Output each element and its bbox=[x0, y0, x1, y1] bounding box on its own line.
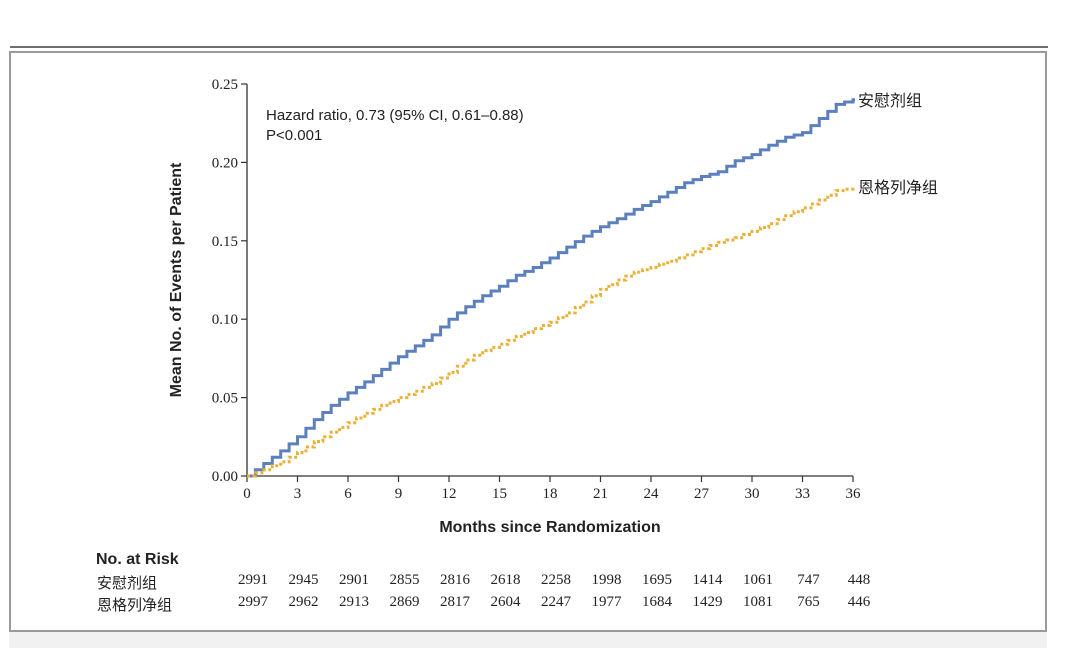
x-tick-label: 30 bbox=[745, 486, 760, 502]
y-tick-label: 0.05 bbox=[212, 391, 238, 407]
risk-value: 2945 bbox=[288, 572, 319, 588]
risk-value: 2816 bbox=[440, 572, 470, 588]
series-line-empagliflozin bbox=[247, 186, 855, 478]
y-tick-label: 0.25 bbox=[212, 77, 238, 93]
risk-value: 1977 bbox=[591, 594, 622, 610]
risk-value: 1081 bbox=[743, 594, 773, 610]
x-tick-label: 18 bbox=[543, 486, 558, 502]
footer-band bbox=[9, 630, 1047, 648]
y-tick-label: 0.10 bbox=[212, 312, 238, 328]
x-axis-label: Months since Randomization bbox=[439, 519, 660, 536]
risk-value: 1695 bbox=[642, 572, 672, 588]
risk-value: 2855 bbox=[389, 572, 420, 588]
risk-value: 2913 bbox=[339, 594, 369, 610]
x-tick-label: 9 bbox=[395, 486, 403, 502]
x-tick-label: 12 bbox=[442, 486, 457, 502]
series-layer bbox=[247, 98, 855, 478]
hazard-ratio-annotation: Hazard ratio, 0.73 (95% CI, 0.61–0.88) bbox=[266, 107, 524, 124]
risk-value: 765 bbox=[797, 594, 820, 610]
y-tick-label: 0.20 bbox=[212, 155, 238, 171]
x-tick-label: 21 bbox=[593, 486, 608, 502]
risk-value: 2817 bbox=[440, 594, 470, 610]
risk-value: 1998 bbox=[591, 572, 622, 588]
y-tick-label: 0.15 bbox=[212, 234, 238, 250]
risk-row-label: 安慰剂组 bbox=[97, 574, 158, 592]
x-tick-label: 6 bbox=[344, 486, 352, 502]
axes: 0.000.050.100.150.200.250 3 6 9 12 15 18 21 24 27… bbox=[212, 77, 861, 502]
risk-value: 448 bbox=[847, 572, 871, 588]
risk-value: 2991 bbox=[238, 572, 268, 588]
figure-frame bbox=[9, 51, 1047, 641]
x-tick-label: 15 bbox=[492, 486, 507, 502]
x-tick-label: 27 bbox=[694, 486, 710, 502]
risk-value: 2869 bbox=[389, 594, 420, 610]
series-label-placebo: 安慰剂组 bbox=[858, 91, 922, 110]
risk-row-label: 恩格列净组 bbox=[97, 596, 173, 614]
x-tick-label: 33 bbox=[795, 486, 810, 502]
x-tick-label: 3 bbox=[294, 486, 302, 502]
risk-value: 1414 bbox=[692, 572, 723, 588]
series-line-placebo bbox=[247, 98, 855, 478]
risk-value: 2962 bbox=[288, 594, 319, 610]
risk-value: 1061 bbox=[743, 572, 773, 588]
risk-value: 2604 bbox=[490, 594, 521, 610]
risk-value: 747 bbox=[797, 572, 820, 588]
risk-value: 2618 bbox=[490, 572, 521, 588]
y-tick-label: 0.00 bbox=[212, 469, 238, 485]
risk-value: 1429 bbox=[692, 594, 723, 610]
risk-table-title: No. at Risk bbox=[96, 551, 179, 568]
x-tick-label: 36 bbox=[846, 486, 862, 502]
risk-value: 1684 bbox=[642, 594, 672, 610]
risk-value: 2997 bbox=[238, 594, 268, 610]
top-rule bbox=[10, 46, 1048, 48]
x-tick-label: 24 bbox=[644, 486, 660, 502]
series-label-empagliflozin: 恩格列净组 bbox=[858, 178, 938, 197]
risk-value: 2258 bbox=[541, 572, 571, 588]
risk-value: 446 bbox=[847, 594, 871, 610]
y-axis-label: Mean No. of Events per Patient bbox=[168, 162, 185, 397]
risk-value: 2901 bbox=[339, 572, 369, 588]
p-value-annotation: P<0.001 bbox=[266, 127, 322, 144]
x-tick-label: 0 bbox=[243, 486, 251, 502]
risk-value: 2247 bbox=[541, 594, 571, 610]
